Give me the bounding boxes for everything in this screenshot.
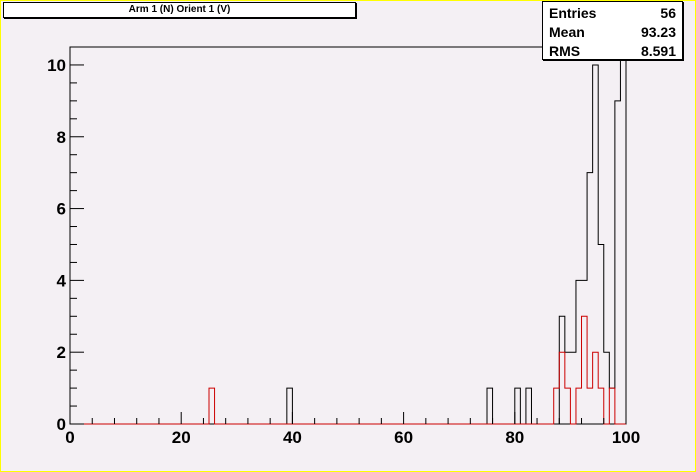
histogram-bin-black xyxy=(604,352,610,424)
histogram-bin-black xyxy=(609,388,615,424)
histogram-bin-red xyxy=(565,388,571,424)
stat-mean-value: 93.23 xyxy=(640,23,676,40)
histogram-bin-black xyxy=(487,388,493,424)
x-tick-label: 100 xyxy=(612,428,640,447)
histogram-bin-red xyxy=(554,388,560,424)
histogram-bin-black xyxy=(593,65,599,424)
histogram-bin-red xyxy=(593,352,599,424)
x-tick-label: 20 xyxy=(172,428,191,447)
histogram-bin-black xyxy=(587,173,593,424)
series-red-outline xyxy=(70,315,626,425)
stat-mean: Mean 93.23 xyxy=(549,22,676,41)
stats-box: Entries 56 Mean 93.23 RMS 8.591 xyxy=(542,1,683,60)
stat-rms-value: 8.591 xyxy=(640,42,676,59)
histogram-bin-black xyxy=(598,244,604,424)
series-black-outline xyxy=(70,46,626,425)
stat-mean-label: Mean xyxy=(549,23,585,40)
stat-rms: RMS 8.591 xyxy=(549,41,676,60)
histogram-bin-black xyxy=(515,388,521,424)
y-tick-label: 4 xyxy=(57,271,67,290)
histogram-bin-red xyxy=(609,388,615,424)
histogram-bin-black xyxy=(526,388,532,424)
y-tick-label: 2 xyxy=(57,343,66,362)
histogram-bin-red xyxy=(598,388,604,424)
histogram-title: Arm 1 (N) Orient 1 (V) xyxy=(3,2,356,18)
histogram-bin-red xyxy=(576,388,582,424)
histogram-bin-black xyxy=(582,280,588,424)
x-tick-label: 0 xyxy=(65,428,74,447)
y-tick-label: 8 xyxy=(57,128,66,147)
histogram-bin-black xyxy=(559,316,565,424)
histogram-bin-black xyxy=(620,47,626,424)
plot-frame xyxy=(69,46,627,425)
x-tick-label: 60 xyxy=(394,428,413,447)
y-tick-label: 6 xyxy=(57,200,66,219)
histogram-bin-red xyxy=(559,352,565,424)
y-tick-label: 0 xyxy=(57,415,66,434)
histogram-bin-red xyxy=(209,388,215,424)
y-tick-label: 10 xyxy=(47,56,66,75)
stat-entries: Entries 56 xyxy=(549,3,676,22)
histogram-bin-red xyxy=(587,388,593,424)
x-tick-label: 40 xyxy=(283,428,302,447)
x-tick-label: 80 xyxy=(505,428,524,447)
histogram-bin-black xyxy=(576,280,582,424)
histogram-bin-black xyxy=(287,388,293,424)
histogram-bin-red xyxy=(582,316,588,424)
stat-entries-value: 56 xyxy=(660,4,676,21)
stat-entries-label: Entries xyxy=(549,4,597,21)
histogram-bin-black xyxy=(570,352,576,424)
histogram-bin-black xyxy=(615,101,621,424)
stat-rms-label: RMS xyxy=(549,42,581,59)
